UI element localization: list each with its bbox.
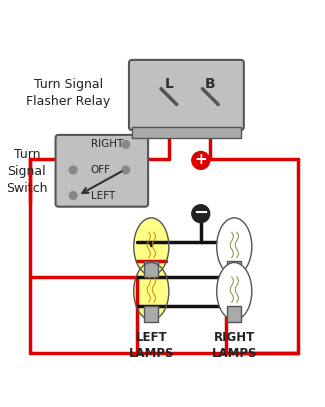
Bar <box>132 127 240 138</box>
Text: RIGHT
LAMPS: RIGHT LAMPS <box>212 331 257 360</box>
Text: −: − <box>193 204 208 222</box>
Text: +: + <box>194 152 207 167</box>
Text: L: L <box>164 77 173 91</box>
Ellipse shape <box>134 263 169 320</box>
Text: OFF: OFF <box>91 165 111 175</box>
Text: LEFT
LAMPS: LEFT LAMPS <box>129 331 174 360</box>
Ellipse shape <box>134 218 169 275</box>
Ellipse shape <box>217 263 252 320</box>
Text: Turn
Signal
Switch: Turn Signal Switch <box>6 148 47 195</box>
Circle shape <box>69 192 77 199</box>
FancyBboxPatch shape <box>56 135 148 207</box>
Circle shape <box>122 141 130 148</box>
Text: B: B <box>205 77 216 91</box>
Circle shape <box>192 151 210 169</box>
FancyBboxPatch shape <box>129 60 244 130</box>
Circle shape <box>192 205 210 223</box>
Text: RIGHT: RIGHT <box>91 140 123 149</box>
Bar <box>227 306 241 322</box>
Bar <box>144 306 159 322</box>
Bar <box>227 261 241 277</box>
Circle shape <box>122 166 130 174</box>
Circle shape <box>69 166 77 174</box>
Text: Turn Signal
Flasher Relay: Turn Signal Flasher Relay <box>26 79 110 108</box>
Bar <box>144 261 159 277</box>
Ellipse shape <box>217 218 252 275</box>
Text: LEFT: LEFT <box>91 190 115 201</box>
